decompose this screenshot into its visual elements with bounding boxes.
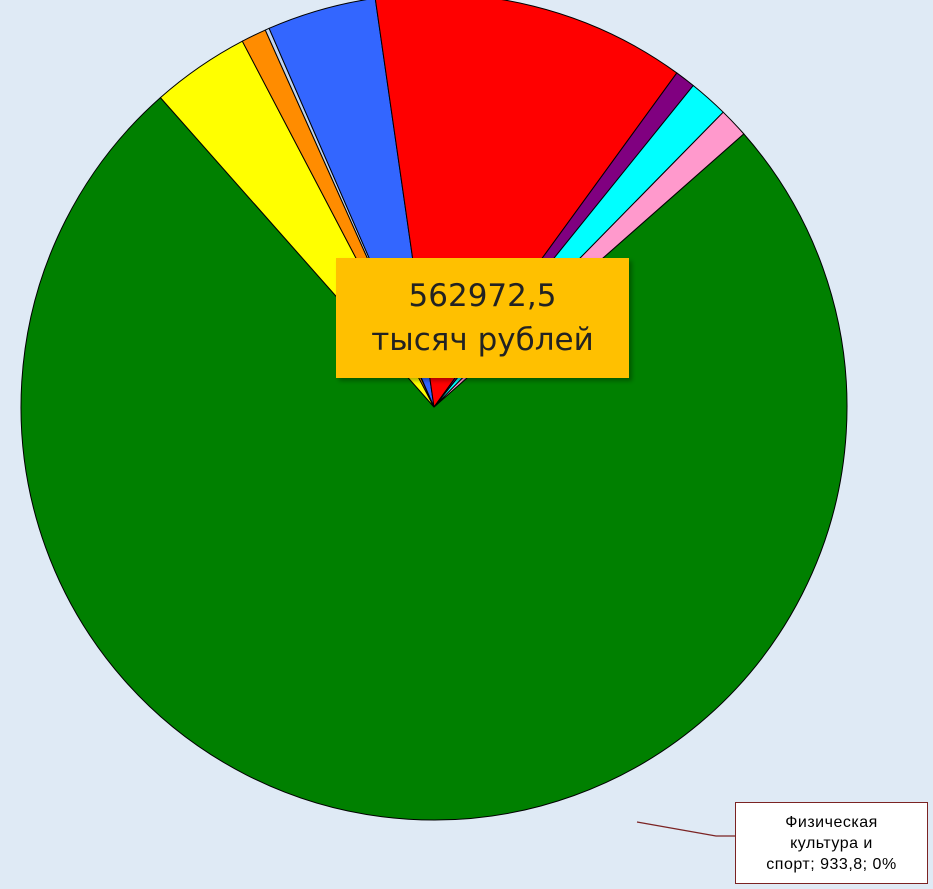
total-value: 562972,5 xyxy=(408,278,557,314)
callout-line-3: спорт; 933,8; 0% xyxy=(766,855,897,873)
pie-slice-1 xyxy=(20,97,848,821)
slice-callout-sport: Физическая культура и спорт; 933,8; 0% xyxy=(735,802,928,884)
callout-line-2: культура и xyxy=(790,834,873,852)
callout-leader-line xyxy=(636,821,735,837)
callout-line-1: Физическая xyxy=(785,813,878,831)
total-unit: тысяч рублей xyxy=(371,322,594,358)
pie-slices xyxy=(20,0,848,821)
total-label-box: 562972,5 тысяч рублей xyxy=(336,258,629,378)
